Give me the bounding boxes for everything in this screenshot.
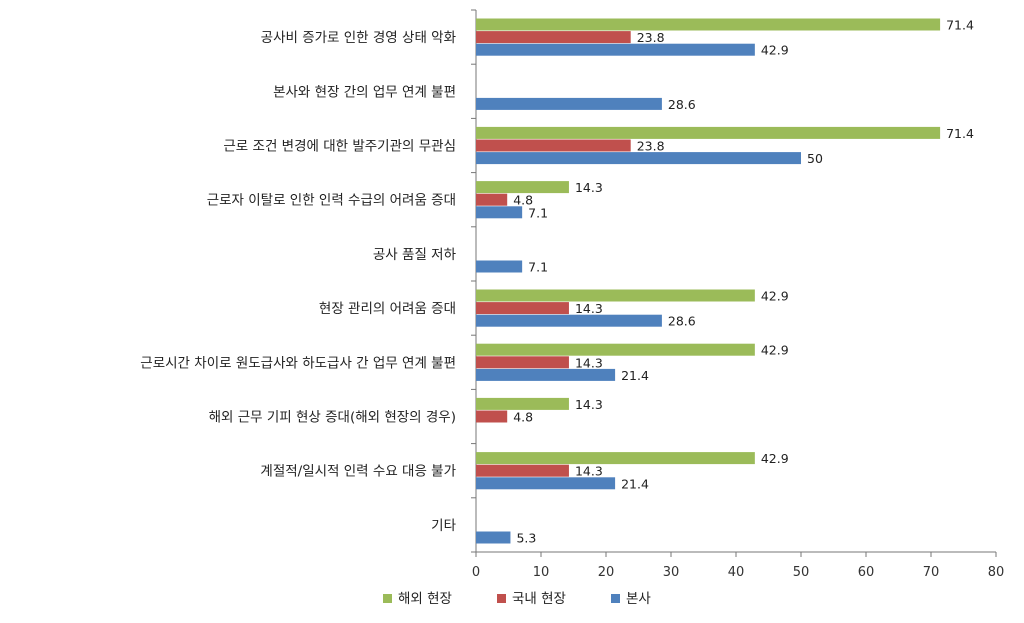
data-label: 23.8 xyxy=(637,139,665,154)
bar xyxy=(476,356,569,369)
x-tick-label: 60 xyxy=(858,565,875,580)
data-label: 50 xyxy=(807,151,823,166)
bar xyxy=(476,464,569,477)
data-label: 71.4 xyxy=(946,18,974,33)
bar xyxy=(476,343,755,356)
data-label: 71.4 xyxy=(946,126,974,141)
data-label: 14.3 xyxy=(575,301,603,316)
legend-swatch xyxy=(497,594,506,603)
category-label: 근로자 이탈로 인한 인력 수급의 어려움 증대 xyxy=(207,193,456,209)
data-label: 7.1 xyxy=(528,205,548,220)
legend-swatch xyxy=(611,594,620,603)
value-labels: 71.423.842.928.671.423.85014.34.87.17.14… xyxy=(513,18,974,546)
x-tick-label: 40 xyxy=(728,565,745,580)
category-label: 기타 xyxy=(431,518,456,534)
data-label: 14.3 xyxy=(575,397,603,412)
bar xyxy=(476,181,569,194)
data-label: 4.8 xyxy=(513,410,533,425)
x-tick-label: 70 xyxy=(923,565,940,580)
category-label: 본사와 현장 간의 업무 연계 불편 xyxy=(273,84,456,100)
legend-item: 본사 xyxy=(611,591,651,607)
data-label: 42.9 xyxy=(761,289,789,304)
data-label: 4.8 xyxy=(513,193,533,208)
category-label: 해외 근무 기피 현상 증대(해외 현장의 경우) xyxy=(209,410,456,426)
bar xyxy=(476,314,662,327)
data-label: 14.3 xyxy=(575,355,603,370)
bar xyxy=(476,452,755,465)
bar xyxy=(476,152,801,165)
data-label: 23.8 xyxy=(637,30,665,45)
data-label: 42.9 xyxy=(761,43,789,58)
data-label: 14.3 xyxy=(575,180,603,195)
bar xyxy=(476,302,569,315)
bar xyxy=(476,126,941,139)
bar xyxy=(476,531,511,544)
legend-item: 국내 현장 xyxy=(497,591,566,607)
bar xyxy=(476,206,523,219)
legend-label: 해외 현장 xyxy=(398,591,452,607)
category-label: 근로 조건 변경에 대한 발주기관의 무관심 xyxy=(223,139,456,155)
data-label: 5.3 xyxy=(516,531,536,546)
bar xyxy=(476,139,631,152)
bar xyxy=(476,193,508,206)
x-tick-label: 50 xyxy=(793,565,810,580)
x-tick-label: 20 xyxy=(598,565,615,580)
bar xyxy=(476,397,569,410)
x-tick-label: 30 xyxy=(663,565,680,580)
data-label: 42.9 xyxy=(761,451,789,466)
x-tick-label: 0 xyxy=(472,565,480,580)
bar xyxy=(476,260,523,273)
data-label: 7.1 xyxy=(528,260,548,275)
data-label: 21.4 xyxy=(621,368,649,383)
data-label: 14.3 xyxy=(575,464,603,479)
data-label: 28.6 xyxy=(668,97,696,112)
bar xyxy=(476,289,755,302)
category-label: 현장 관리의 어려움 증대 xyxy=(319,301,456,317)
bar xyxy=(476,18,941,31)
x-tick-label: 10 xyxy=(533,565,550,580)
bar xyxy=(476,410,508,423)
bar xyxy=(476,368,616,381)
bars xyxy=(476,18,941,544)
data-label: 28.6 xyxy=(668,314,696,329)
bar xyxy=(476,97,662,110)
data-label: 42.9 xyxy=(761,343,789,358)
legend: 해외 현장 국내 현장 본사 xyxy=(383,591,651,607)
x-tick-label: 80 xyxy=(988,565,1005,580)
legend-swatch xyxy=(383,594,392,603)
category-label: 근로시간 차이로 원도급사와 하도급사 간 업무 연계 불편 xyxy=(140,355,456,371)
category-label: 계절적/일시적 인력 수요 대응 불가 xyxy=(260,464,456,480)
bar xyxy=(476,31,631,44)
x-tick-labels: 0 10 20 30 40 50 60 70 80 xyxy=(472,565,1004,580)
legend-label: 국내 현장 xyxy=(512,591,566,607)
legend-label: 본사 xyxy=(626,591,651,607)
bar xyxy=(476,43,755,56)
category-label: 공사비 증가로 인한 경영 상태 악화 xyxy=(261,30,456,46)
category-label: 공사 품질 저하 xyxy=(373,247,457,263)
bar xyxy=(476,477,616,490)
data-label: 21.4 xyxy=(621,476,649,491)
legend-item: 해외 현장 xyxy=(383,591,452,607)
